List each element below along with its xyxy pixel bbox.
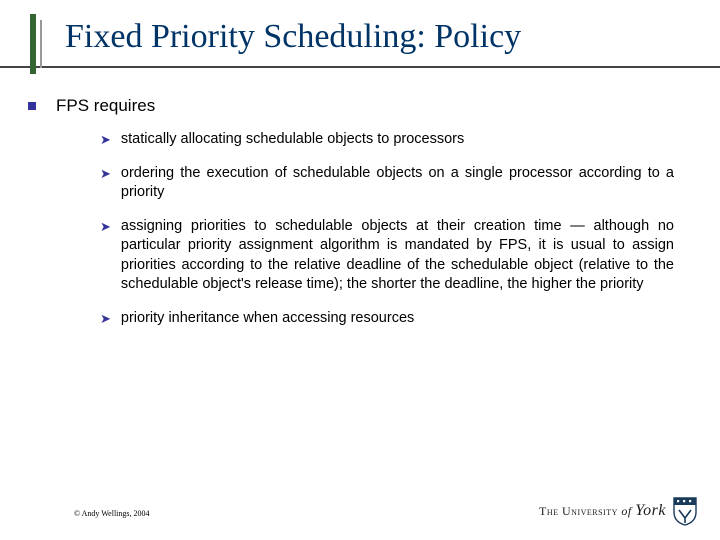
level2-list: ➤ statically allocating schedulable obje… bbox=[28, 130, 692, 329]
arrow-bullet-icon: ➤ bbox=[100, 219, 111, 235]
level2-item: ➤ statically allocating schedulable obje… bbox=[100, 130, 674, 150]
level2-item: ➤ priority inheritance when accessing re… bbox=[100, 309, 674, 329]
square-bullet-icon bbox=[28, 102, 36, 110]
level1-text: FPS requires bbox=[56, 96, 155, 116]
logo-of: of bbox=[621, 504, 631, 518]
level2-text: assigning priorities to schedulable obje… bbox=[121, 217, 674, 295]
logo-york: York bbox=[635, 502, 666, 519]
arrow-bullet-icon: ➤ bbox=[100, 166, 111, 182]
university-logo: The University of York bbox=[539, 496, 698, 526]
title-area: Fixed Priority Scheduling: Policy bbox=[0, 0, 720, 56]
copyright-text: © Andy Wellings, 2004 bbox=[74, 509, 150, 518]
logo-univ: The University bbox=[539, 504, 621, 518]
level1-item: FPS requires bbox=[28, 96, 692, 116]
arrow-bullet-icon: ➤ bbox=[100, 311, 111, 327]
slide-title: Fixed Priority Scheduling: Policy bbox=[65, 18, 720, 56]
level2-item: ➤ ordering the execution of schedulable … bbox=[100, 164, 674, 203]
logo-text: The University of York bbox=[539, 502, 666, 520]
level2-item: ➤ assigning priorities to schedulable ob… bbox=[100, 217, 674, 295]
level2-text: ordering the execution of schedulable ob… bbox=[121, 164, 674, 203]
title-accent-bar bbox=[30, 14, 36, 74]
level2-text: statically allocating schedulable object… bbox=[121, 130, 464, 150]
shield-icon bbox=[672, 496, 698, 526]
level2-text: priority inheritance when accessing reso… bbox=[121, 309, 414, 329]
arrow-bullet-icon: ➤ bbox=[100, 132, 111, 148]
content-area: FPS requires ➤ statically allocating sch… bbox=[0, 68, 720, 329]
